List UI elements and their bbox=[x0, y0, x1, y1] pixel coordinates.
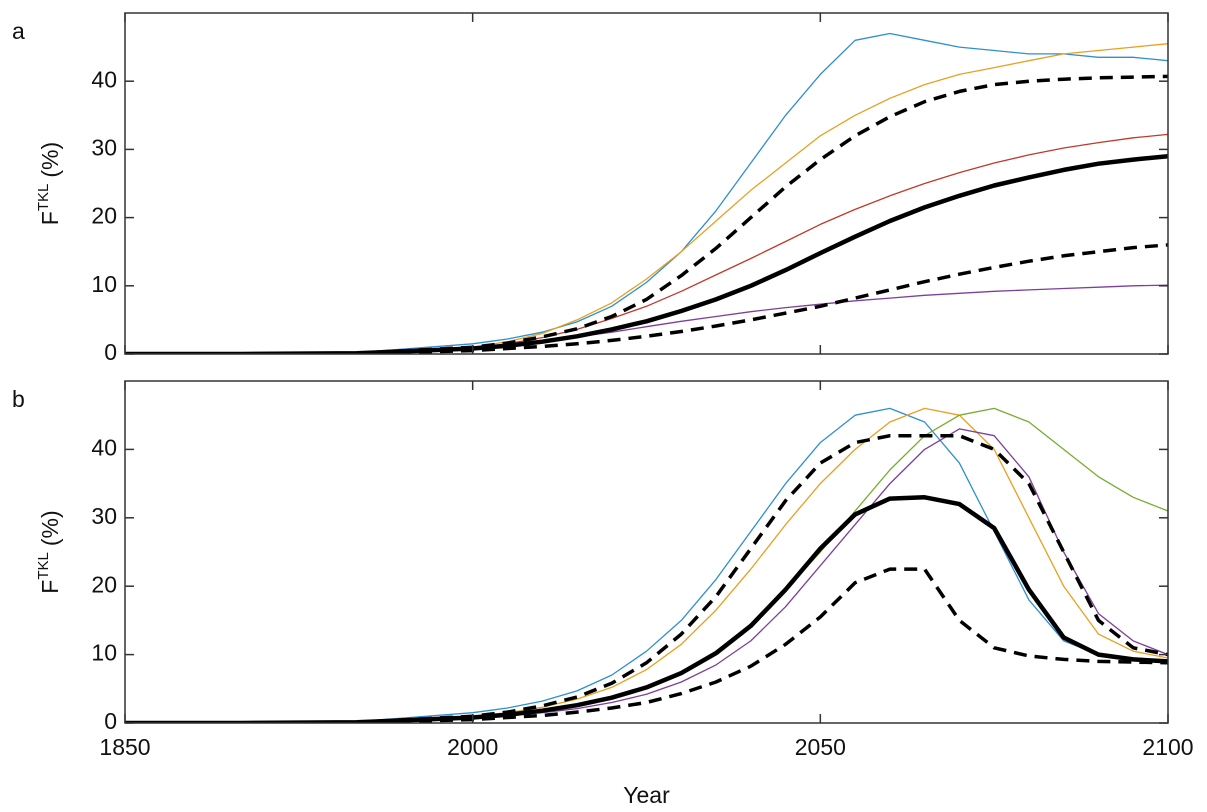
x-tick-label: 2000 bbox=[447, 734, 498, 760]
y-tick-label: 10 bbox=[91, 271, 117, 297]
panel: 0 10 20 30 40 1850 2000 2050 2100 b FTKL (%) Year bbox=[12, 380, 1194, 808]
y-tick-label: 20 bbox=[91, 203, 117, 229]
y-tick-label: 20 bbox=[91, 571, 117, 597]
y-tick-label: 30 bbox=[91, 503, 117, 529]
x-axis-label: Year bbox=[623, 782, 670, 808]
panel: 0 10 20 30 40 a FTKL (%) bbox=[12, 12, 1169, 365]
series-line bbox=[125, 153, 1168, 354]
x-tick-label: 1850 bbox=[99, 734, 150, 760]
series-line bbox=[125, 74, 1168, 354]
series-line bbox=[125, 433, 1168, 723]
axes-box bbox=[124, 12, 1169, 355]
y-axis-label: FTKL (%) bbox=[35, 510, 63, 593]
axes-box bbox=[124, 380, 1169, 724]
panel-label: b bbox=[12, 386, 25, 412]
panel-label: a bbox=[12, 18, 25, 44]
y-tick-label: 10 bbox=[91, 640, 117, 666]
series-line bbox=[125, 428, 1168, 723]
y-label-base: F bbox=[37, 211, 63, 225]
y-tick-label: 30 bbox=[91, 134, 117, 160]
y-label-sup: TKL bbox=[35, 184, 52, 212]
y-label-unit: (%) bbox=[37, 142, 63, 178]
y-label-sup: TKL bbox=[35, 552, 52, 580]
lines bbox=[125, 32, 1168, 354]
y-axis-label: FTKL (%) bbox=[35, 142, 63, 225]
y-tick-label: 40 bbox=[91, 434, 117, 460]
series-line bbox=[125, 495, 1168, 723]
series-line bbox=[125, 407, 1168, 723]
y-label-base: F bbox=[37, 580, 63, 594]
lines bbox=[125, 407, 1168, 723]
y-tick-label: 40 bbox=[91, 66, 117, 92]
x-tick-label: 2050 bbox=[795, 734, 846, 760]
series-line bbox=[125, 567, 1168, 723]
y-tick-label: 0 bbox=[104, 708, 117, 734]
x-tick-label: 2100 bbox=[1142, 734, 1193, 760]
y-tick-label: 0 bbox=[104, 339, 117, 365]
series-line bbox=[125, 43, 1168, 354]
y-label-unit: (%) bbox=[37, 510, 63, 546]
series-line bbox=[125, 32, 1168, 354]
